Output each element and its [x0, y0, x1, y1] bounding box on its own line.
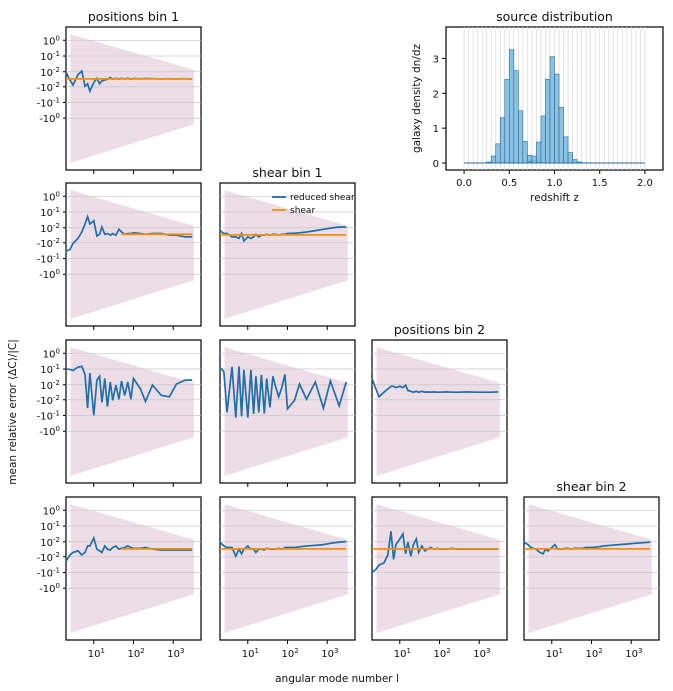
panel-r3c1-ytick-label: 100: [43, 347, 60, 360]
panel-r1c1-ytick-label: 100: [43, 34, 60, 47]
panel-r1c1-ytick-label: 10-2: [40, 66, 60, 79]
panel-r1c1-ytick-label: -10-1: [37, 97, 60, 110]
hist-xtick-label: 0.0: [456, 178, 472, 189]
hist-bar-bin-1: [499, 117, 506, 164]
panel-r4c1-xtick-label: 103: [167, 647, 184, 660]
hist-bar-bin-1: [508, 49, 515, 164]
hist-bar-bin-1: [522, 141, 528, 164]
panel-r4c1-ytick-label: 10-2: [40, 536, 60, 549]
panel-r3c1-ytick-label: 10-2: [40, 379, 60, 392]
hist-bar-bin-2: [563, 136, 569, 164]
panel-source-distribution: [442, 26, 664, 174]
panel-r2c1: [63, 182, 202, 330]
panel-r4c2-xtick-label: 102: [282, 647, 299, 660]
hist-bar-bin-2: [540, 115, 546, 164]
hist-xtick-label: 1.5: [592, 178, 608, 189]
panel-r2c1-ytick-label: 10-2: [40, 222, 60, 235]
panel-r3c3-series-reduced-shear: [371, 378, 499, 399]
hist-ytick-label: 1: [433, 124, 439, 135]
panel-r4c2-xtick-label: 101: [242, 647, 259, 660]
hist-bar-bin-2: [558, 106, 564, 164]
panel-r2c1-uncertainty-band: [70, 190, 194, 319]
panel-r2c2-legend-label: shear: [290, 206, 315, 216]
panel-r3c2-series-reduced-shear: [219, 366, 348, 418]
panel-r4c3-xtick-label: 101: [394, 647, 411, 660]
hist-xtick-label: 0.5: [501, 178, 517, 189]
panel-r4c4: [523, 496, 660, 644]
panel-r2c1-ytick-label: 100: [43, 190, 60, 203]
hist-bar-bin-2: [536, 141, 542, 164]
panel-r1c1-ytick-label: 10-1: [40, 50, 60, 63]
panel-r2c2-title: shear bin 1: [252, 165, 322, 180]
panel-r2c1-ytick-label: -10-1: [37, 253, 60, 266]
hist-bar-bin-1: [490, 155, 497, 164]
panel-r4c4-xtick-label: 103: [625, 647, 642, 660]
panel-r3c3: [371, 339, 508, 487]
figure-xlabel: angular mode number l: [275, 673, 399, 685]
panel-r3c1-ytick-label: -10-2: [37, 394, 60, 407]
panel-r4c3: [371, 496, 508, 644]
panel-r3c2: [219, 339, 356, 487]
panel-r4c1-ytick-label: 10-1: [40, 520, 60, 533]
panel-r4c3-xtick-label: 102: [434, 647, 451, 660]
panel-r3c1-series-reduced-shear: [65, 365, 193, 416]
panel-r1c1-ytick-label: -100: [39, 112, 60, 125]
panel-r4c4-xtick-label: 101: [546, 647, 563, 660]
hist-bar-bin-2: [545, 79, 551, 164]
panel-r3c3-title: positions bin 2: [394, 322, 485, 337]
panel-r4c2-xtick-label: 103: [321, 647, 338, 660]
panel-r2c2-uncertainty-band: [224, 190, 348, 319]
panel-r4c1-ytick-label: 100: [43, 504, 60, 517]
hist-bar-bin-2: [549, 56, 555, 164]
panel-r3c1-ytick-label: 10-1: [40, 363, 60, 376]
panel-r2c2-legend-label: reduced shear: [290, 193, 355, 203]
panel-r4c1-ytick-label: -10-2: [37, 551, 60, 564]
panel-r2c1-ytick-label: -10-2: [37, 237, 60, 250]
panel-r1c1: [63, 26, 202, 174]
panel-r3c1: [63, 339, 202, 487]
panel-r2c1-ytick-label: -100: [39, 268, 60, 281]
panel-r4c2-uncertainty-band: [224, 504, 348, 633]
hist-bar-bin-2: [572, 159, 578, 164]
panel-r4c3-xtick-label: 103: [473, 647, 490, 660]
hist-bar-bin-1: [504, 79, 510, 164]
panel-r4c3-uncertainty-band: [376, 504, 500, 633]
panel-r3c1-ytick-label: -100: [39, 425, 60, 438]
panel-r4c1-xtick-label: 102: [128, 647, 145, 660]
hist-bar-bin-2: [554, 73, 560, 164]
hist-xtick-label: 1.0: [547, 178, 563, 189]
panel-r4c4-xtick-label: 102: [586, 647, 603, 660]
hist-ytick-label: 2: [433, 89, 439, 100]
hist-bar-bin-2: [567, 152, 573, 164]
panel-r4c2: [219, 496, 356, 644]
hist-bar-bin-1: [518, 110, 524, 164]
hist-bar-bin-1: [495, 143, 501, 164]
hist-title: source distribution: [496, 9, 613, 24]
hist-ytick-label: 0: [433, 159, 439, 170]
panel-r2c1-ytick-label: 10-1: [40, 206, 60, 219]
panel-r4c4-uncertainty-band: [528, 504, 652, 633]
panel-r4c1: [63, 496, 202, 644]
hist-xtick-label: 2.0: [637, 178, 653, 189]
panel-r3c1-ytick-label: -10-1: [37, 410, 60, 423]
panel-r1c1-title: positions bin 1: [88, 9, 179, 24]
figure-ylabel: mean relative error ⟨ΔC⟩/|C|: [7, 339, 19, 484]
panel-r4c1-ytick-label: -10-1: [37, 567, 60, 580]
panel-r3c1-uncertainty-band: [70, 347, 194, 476]
panel-r3c3-uncertainty-band: [376, 347, 500, 476]
panel-r4c4-title: shear bin 2: [556, 479, 626, 494]
panel-r2c2: [219, 182, 356, 330]
hist-bar-bin-2: [531, 155, 537, 164]
panel-r4c1-ytick-label: -100: [39, 582, 60, 595]
panel-r1c1-ytick-label: -10-2: [37, 81, 60, 94]
panel-r4c1-uncertainty-band: [70, 504, 194, 633]
panel-r4c1-xtick-label: 101: [88, 647, 105, 660]
hist-ylabel: galaxy density dn/dz: [411, 43, 423, 153]
hist-xlabel: redshift z: [530, 192, 579, 204]
hist-ytick-label: 3: [433, 54, 439, 65]
panel-r1c1-uncertainty-band: [70, 34, 194, 163]
hist-bar-bin-1: [513, 70, 519, 164]
